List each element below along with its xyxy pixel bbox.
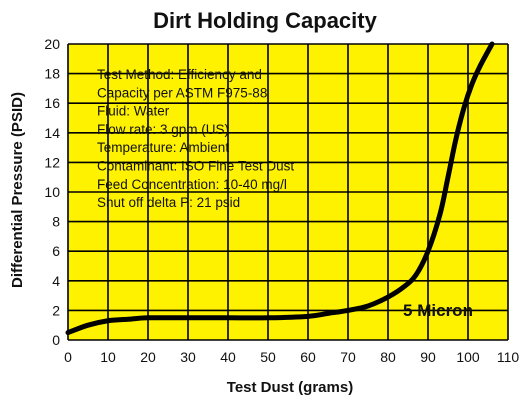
y-tick-label: 0 <box>52 332 60 348</box>
x-tick-label: 90 <box>420 349 436 365</box>
y-axis-title: Differential Pressure (PSID) <box>9 92 26 288</box>
x-tick-label: 30 <box>180 349 196 365</box>
x-tick-label: 60 <box>300 349 316 365</box>
x-tick-label: 0 <box>64 349 72 365</box>
annotation-line: Fluid: Water <box>97 104 170 119</box>
annotation-line: Temperature: Ambient <box>97 140 229 155</box>
y-axis-ticks: 0 2 4 6 8 10 12 14 16 18 20 <box>44 36 60 348</box>
annotation-line: Flow rate: 3 gpm (US) <box>97 122 229 137</box>
x-axis-ticks: 0 10 20 30 40 50 60 70 80 90 100 110 <box>64 349 519 365</box>
y-tick-label: 12 <box>44 154 60 170</box>
series-label-5-micron: 5 Micron <box>403 301 473 320</box>
y-tick-label: 20 <box>44 36 60 52</box>
y-tick-label: 10 <box>44 184 60 200</box>
x-tick-label: 110 <box>497 349 520 365</box>
series-layer <box>65 41 495 336</box>
x-tick-label: 80 <box>380 349 396 365</box>
grid <box>67 43 509 341</box>
annotation-line: Test Method: Efficiency and <box>97 67 262 82</box>
y-tick-label: 16 <box>44 95 60 111</box>
series-line <box>65 41 495 336</box>
y-tick-label: 18 <box>44 66 60 82</box>
x-tick-label: 40 <box>220 349 236 365</box>
y-tick-label: 2 <box>52 302 60 318</box>
y-tick-label: 14 <box>44 125 60 141</box>
x-axis-title: Test Dust (grams) <box>227 379 353 396</box>
y-tick-label: 8 <box>52 214 60 230</box>
x-tick-label: 10 <box>100 349 116 365</box>
annotation-line: Contaminant: ISO Fine Test Dust <box>97 159 294 174</box>
y-tick-label: 6 <box>52 243 60 259</box>
x-tick-label: 100 <box>456 349 480 365</box>
test-conditions-annotation: Test Method: Efficiency and Capacity per … <box>97 67 294 210</box>
annotation-line: Shut off delta P: 21 psid <box>97 195 240 210</box>
y-tick-label: 4 <box>52 273 60 289</box>
annotation-line: Feed Concentration: 10-40 mg/l <box>97 177 287 192</box>
x-tick-label: 50 <box>260 349 276 365</box>
chart-title: Dirt Holding Capacity <box>153 8 377 33</box>
x-tick-label: 70 <box>340 349 356 365</box>
x-tick-label: 20 <box>140 349 156 365</box>
annotation-line: Capacity per ASTM F975-88 <box>97 85 267 100</box>
